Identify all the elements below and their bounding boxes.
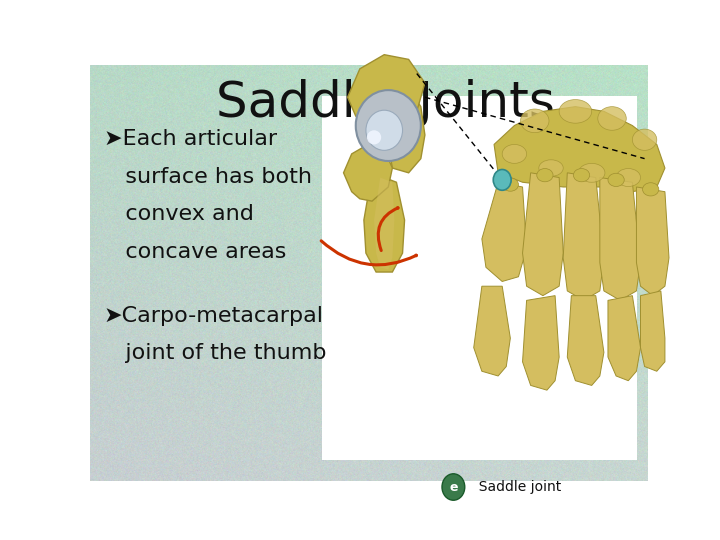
Polygon shape [608,296,641,381]
Ellipse shape [367,130,381,144]
Ellipse shape [632,129,657,150]
Polygon shape [482,183,526,281]
Text: ➤Carpo-metacarpal: ➤Carpo-metacarpal [104,306,324,326]
Text: joint of the thumb: joint of the thumb [104,343,326,363]
Ellipse shape [539,160,563,177]
Polygon shape [343,144,392,201]
Polygon shape [567,296,604,386]
Ellipse shape [356,90,420,161]
Text: e: e [449,481,458,494]
Ellipse shape [608,173,624,186]
Ellipse shape [573,168,590,182]
FancyArrowPatch shape [321,241,416,265]
Ellipse shape [642,183,659,196]
FancyArrowPatch shape [378,208,398,251]
Polygon shape [494,107,665,192]
Ellipse shape [366,110,402,150]
Ellipse shape [598,107,626,130]
Ellipse shape [503,178,518,191]
Text: ➤Each articular: ➤Each articular [104,129,277,149]
Text: Saddle  Joints: Saddle Joints [216,79,555,127]
Ellipse shape [521,109,549,133]
Polygon shape [523,296,559,390]
Text: concave areas: concave areas [104,241,287,261]
Polygon shape [388,87,425,173]
Ellipse shape [503,145,526,163]
Polygon shape [600,178,641,300]
Ellipse shape [537,168,553,182]
Text: Saddle joint: Saddle joint [469,480,561,494]
Polygon shape [348,55,425,126]
Ellipse shape [559,99,592,123]
Circle shape [493,170,511,190]
Polygon shape [474,286,510,376]
Polygon shape [636,187,669,296]
Circle shape [442,474,465,500]
Ellipse shape [616,168,641,186]
Text: convex and: convex and [104,204,254,224]
Text: surface has both: surface has both [104,167,312,187]
Polygon shape [563,173,604,300]
Polygon shape [374,178,395,269]
Polygon shape [523,173,563,296]
Polygon shape [364,173,405,272]
Bar [322,96,636,460]
Ellipse shape [578,163,605,183]
Polygon shape [641,291,665,372]
